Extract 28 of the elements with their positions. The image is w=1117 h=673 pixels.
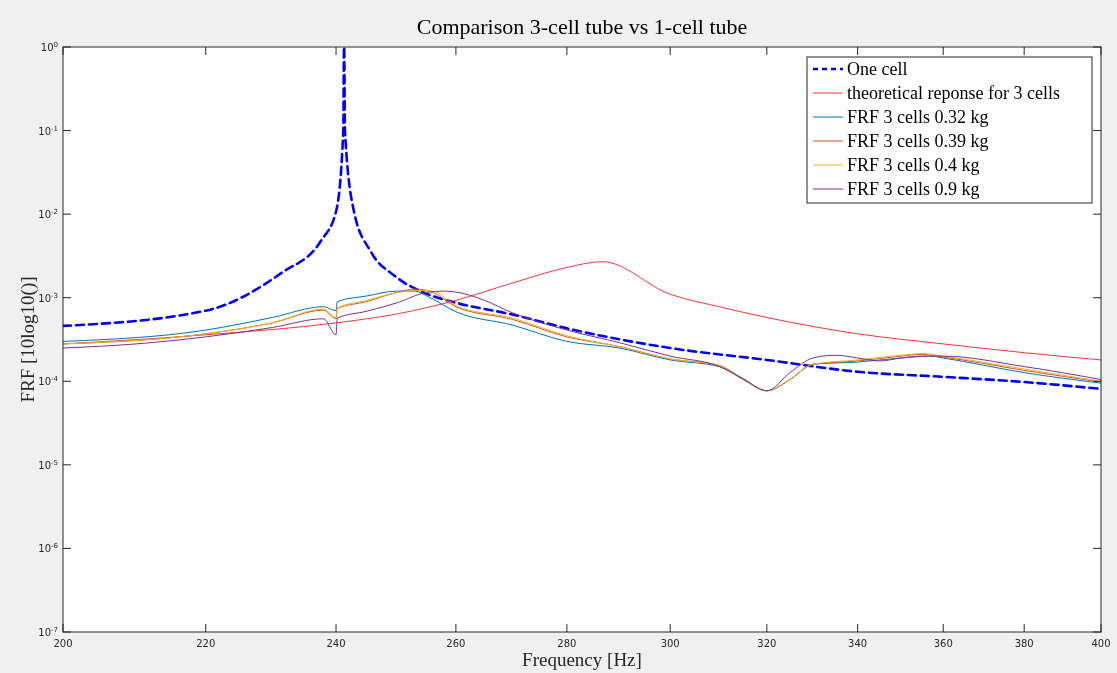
legend-label: FRF 3 cells 0.9 kg	[847, 179, 980, 199]
x-tick-label: 360	[933, 638, 953, 649]
y-tick-label: 10$^{-2}$	[38, 208, 58, 221]
x-tick-label: 340	[848, 638, 868, 649]
y-tick-label: 10$^{-3}$	[38, 291, 58, 304]
y-tick-label: 10$^{-7}$	[38, 626, 58, 638]
y-tick-label: 10$^{0}$	[40, 41, 58, 53]
legend-label: FRF 3 cells 0.39 kg	[847, 131, 989, 151]
y-tick-label: 10$^{-6}$	[38, 542, 59, 555]
y-axis-title: FRF [10log10()]	[17, 276, 39, 403]
x-tick-label: 220	[196, 638, 216, 649]
y-tick-label: 10$^{-5}$	[38, 458, 58, 471]
legend-label: FRF 3 cells 0.4 kg	[847, 155, 980, 175]
legend-label: theoretical reponse for 3 cells	[847, 83, 1060, 103]
chart-title: Comparison 3-cell tube vs 1-cell tube	[416, 14, 748, 39]
legend-label: FRF 3 cells 0.32 kg	[847, 107, 989, 127]
x-tick-label: 300	[660, 638, 680, 649]
x-tick-label: 380	[1014, 638, 1034, 649]
x-tick-label: 320	[757, 638, 777, 649]
x-tick-label: 400	[1091, 638, 1111, 649]
y-tick-label: 10$^{-1}$	[38, 124, 58, 137]
x-tick-label: 240	[326, 638, 346, 649]
x-tick-label: 260	[446, 638, 466, 649]
x-axis-title: Frequency [Hz]	[522, 649, 642, 670]
legend-label: One cell	[847, 59, 908, 79]
x-tick-label: 200	[53, 638, 73, 649]
x-tick-label: 280	[557, 638, 577, 649]
y-tick-label: 10$^{-4}$	[38, 375, 59, 388]
